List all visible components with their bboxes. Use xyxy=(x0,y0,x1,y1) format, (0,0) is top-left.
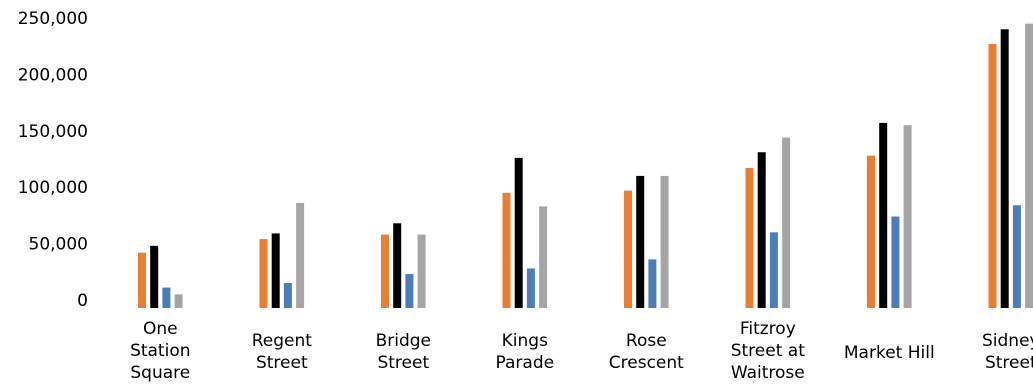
bar xyxy=(1025,23,1033,308)
bar xyxy=(988,43,997,308)
bar xyxy=(283,283,292,308)
y-tick-label: 150,000 xyxy=(18,122,88,142)
bar xyxy=(757,152,766,308)
x-tick-label-line: Waitrose xyxy=(731,363,805,383)
x-tick-label-line: Market Hill xyxy=(844,343,935,363)
bar xyxy=(539,206,548,308)
bar xyxy=(381,234,389,308)
y-tick-label: 200,000 xyxy=(18,65,88,85)
x-tick-label: Fitzroy Street at Waitrose xyxy=(731,319,805,383)
bar xyxy=(636,175,645,308)
x-tick-label-line: Kings xyxy=(502,331,548,351)
x-tick-label-line: One xyxy=(143,319,178,339)
bars xyxy=(138,23,1033,309)
bar xyxy=(745,168,754,308)
bar xyxy=(259,239,268,308)
x-tick-label: Market Hill xyxy=(844,343,935,363)
bar xyxy=(405,274,414,308)
x-tick-label-line: Regent xyxy=(252,331,313,351)
bar xyxy=(296,202,305,308)
bar xyxy=(526,268,535,308)
x-tick-label: Rose Crescent xyxy=(609,331,684,373)
x-tick-label-line: Station xyxy=(130,341,190,361)
bar xyxy=(879,122,888,309)
y-tick-label: 50,000 xyxy=(29,235,88,255)
y-tick-label: 100,000 xyxy=(18,178,88,198)
y-tick-label: 250,000 xyxy=(18,9,88,29)
x-tick-label: SidneyStreet xyxy=(982,331,1033,373)
x-tick-label: One Station Square xyxy=(130,319,190,383)
x-tick-label-line: Bridge xyxy=(376,331,431,351)
bar xyxy=(1000,29,1009,309)
bar xyxy=(271,233,280,308)
bar xyxy=(867,155,875,308)
bar xyxy=(162,287,171,308)
x-tick-label: Bridge Street xyxy=(376,331,431,373)
bar xyxy=(769,232,778,308)
x-tick-label-line: Fitzroy xyxy=(740,319,796,339)
y-tick-label: 0 xyxy=(77,291,88,311)
bar xyxy=(417,234,426,308)
x-tick-label-line: Street xyxy=(377,353,429,373)
bar xyxy=(393,223,402,308)
x-tick-label-line: Sidney xyxy=(982,331,1033,351)
x-tick-label: Kings Parade xyxy=(496,331,555,373)
bar xyxy=(648,259,657,308)
bar xyxy=(624,190,632,308)
bar xyxy=(903,125,912,308)
x-tick-label: Regent Street xyxy=(252,331,313,373)
bar xyxy=(174,294,183,308)
y-axis-ticks: 0 50,000 100,000 150,000 200,000 250,000 xyxy=(18,9,88,311)
x-tick-label-line: Crescent xyxy=(609,353,684,373)
x-tick-label-line: Rose xyxy=(626,331,667,351)
x-tick-label-line: Square xyxy=(130,363,190,383)
bar xyxy=(150,245,159,308)
bar xyxy=(502,192,511,308)
bar xyxy=(514,157,523,308)
x-tick-label-line: Street xyxy=(985,353,1033,373)
x-tick-label-line: Parade xyxy=(496,353,555,373)
bar xyxy=(1012,205,1021,308)
x-tick-label-line: Street xyxy=(256,353,308,373)
bar xyxy=(138,252,146,308)
bar xyxy=(660,175,669,308)
bar xyxy=(782,137,791,308)
bar xyxy=(891,216,900,308)
x-tick-label-line: Street at xyxy=(731,341,805,361)
